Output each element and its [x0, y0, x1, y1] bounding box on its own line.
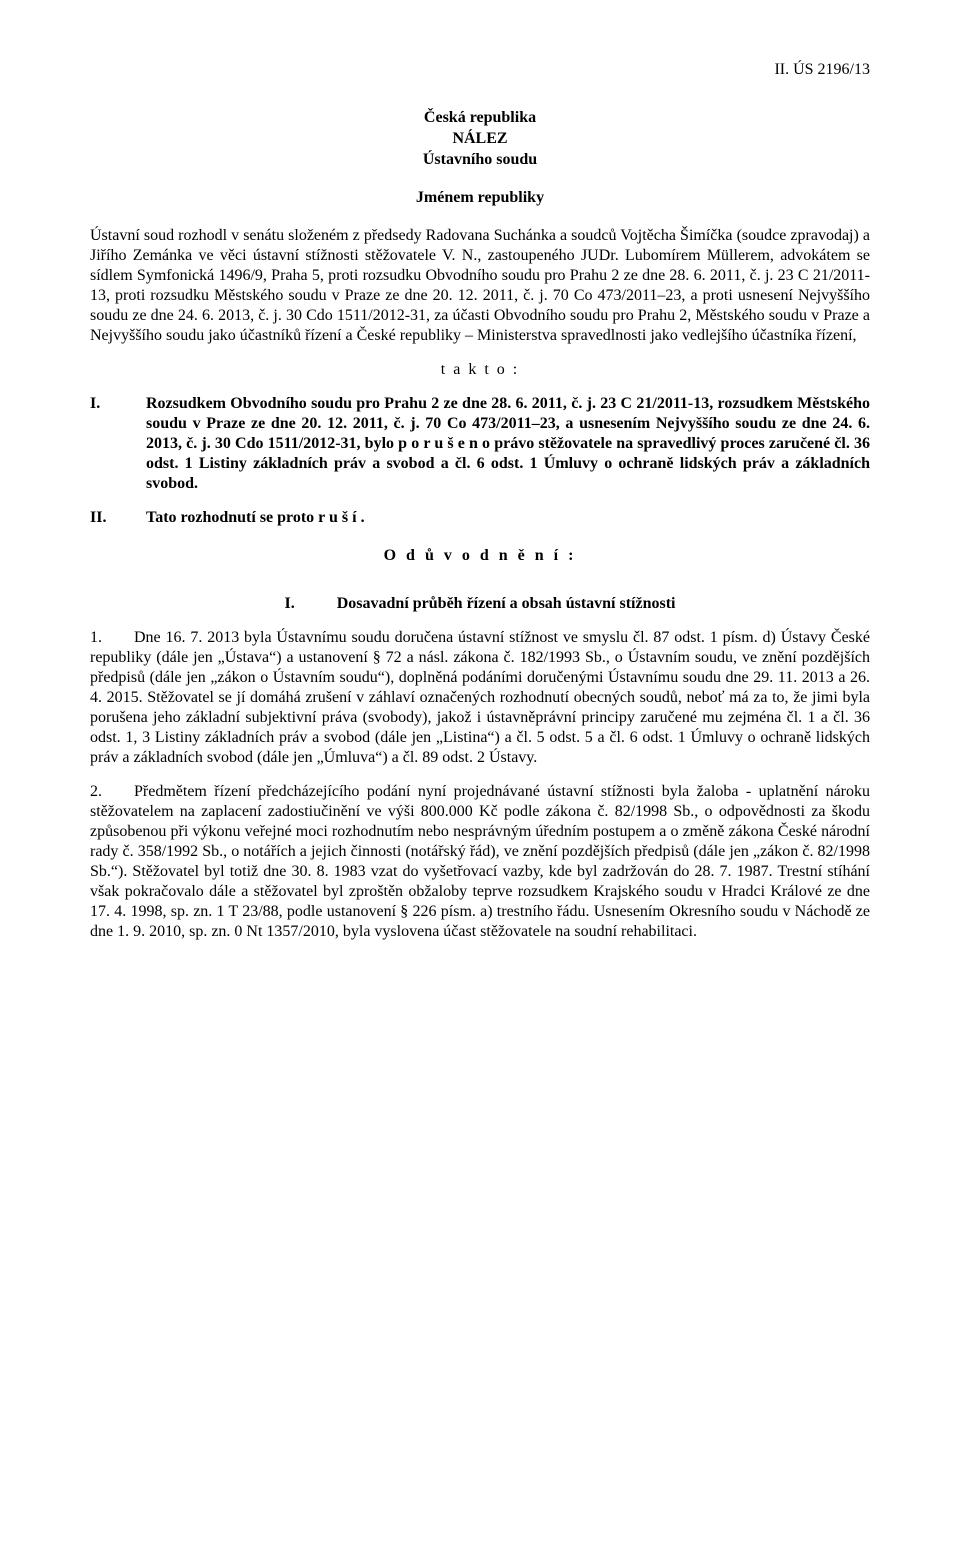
order-item-1: I. Rozsudkem Obvodního soudu pro Prahu 2…: [146, 394, 870, 494]
section-1-heading: I. Dosavadní průběh řízení a obsah ústav…: [90, 594, 870, 614]
order-item-2: II. Tato rozhodnutí se proto r u š í .: [146, 508, 870, 528]
order-text-2: Tato rozhodnutí se proto r u š í .: [146, 509, 365, 526]
section-1-roman: I.: [285, 594, 295, 614]
header-line-2: NÁLEZ: [90, 129, 870, 150]
subheader: Jménem republiky: [90, 188, 870, 208]
orders-list: I. Rozsudkem Obvodního soudu pro Prahu 2…: [90, 394, 870, 528]
order-roman-2: II.: [90, 508, 138, 528]
intro-paragraph: Ústavní soud rozhodl v senátu složeném z…: [90, 226, 870, 346]
header-line-1: Česká republika: [90, 108, 870, 129]
takto-label: t a k t o :: [90, 360, 870, 380]
header-line-3: Ústavního soudu: [90, 150, 870, 171]
body-paragraph-2: 2. Předmětem řízení předcházejícího podá…: [90, 782, 870, 942]
body-paragraph-1: 1. Dne 16. 7. 2013 byla Ústavnímu soudu …: [90, 628, 870, 768]
case-number: II. ÚS 2196/13: [90, 60, 870, 80]
document-header: Česká republika NÁLEZ Ústavního soudu: [90, 108, 870, 170]
order-text-1: Rozsudkem Obvodního soudu pro Prahu 2 ze…: [146, 395, 870, 492]
section-1-title: Dosavadní průběh řízení a obsah ústavní …: [337, 594, 676, 614]
oduvodneni-heading: O d ů v o d n ě n í :: [90, 546, 870, 566]
order-roman-1: I.: [90, 394, 138, 414]
